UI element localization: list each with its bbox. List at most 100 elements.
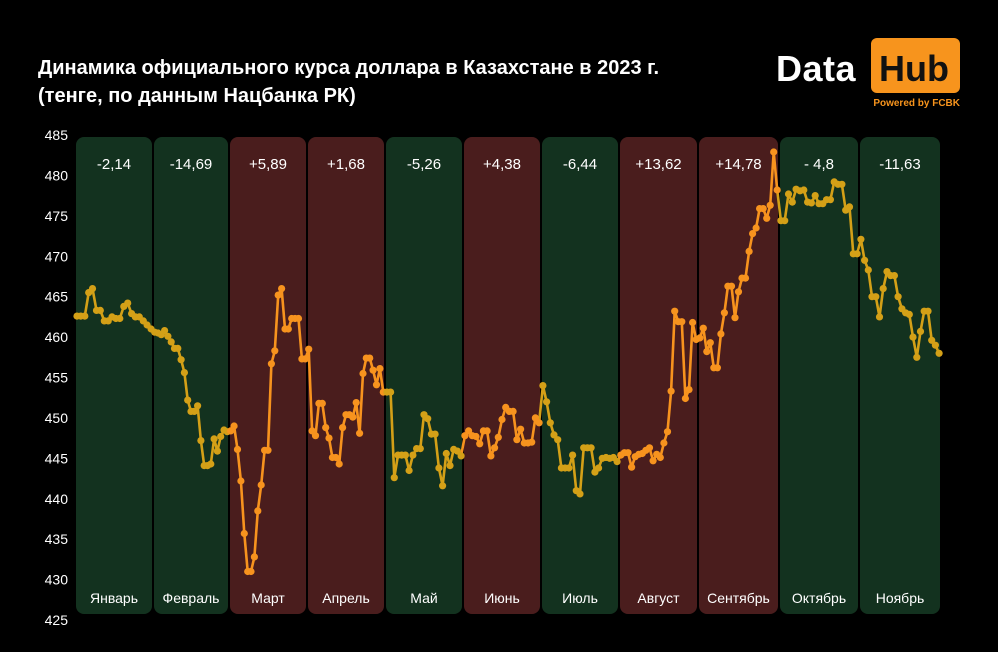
rate-point [294, 314, 303, 323]
rate-point [861, 256, 869, 264]
rate-point [624, 449, 632, 457]
rate-point [696, 334, 704, 342]
rate-point [872, 293, 880, 301]
rate-point [916, 327, 925, 335]
rate-point [703, 348, 711, 356]
logo-hub-text: Hub [879, 48, 949, 89]
rate-point [535, 419, 543, 427]
rate-point [539, 382, 547, 390]
logo-hub-box: Hub [871, 38, 960, 93]
month-name-label: Август [637, 590, 680, 606]
month-change-label: +5,89 [249, 156, 287, 173]
rate-point [845, 203, 854, 211]
rate-point [749, 230, 757, 238]
rate-point [435, 464, 443, 472]
rate-point [254, 507, 262, 515]
rate-point [752, 224, 760, 232]
month-band [76, 137, 152, 614]
rate-point [931, 341, 940, 349]
rate-point [349, 413, 357, 421]
y-tick-label: 470 [45, 248, 69, 264]
rate-point [890, 272, 899, 280]
rate-point [807, 199, 816, 207]
rate-point [376, 365, 384, 373]
rate-point [210, 435, 218, 443]
rate-point [278, 285, 286, 293]
rate-point [217, 432, 225, 441]
month-change-label: +4,38 [483, 156, 521, 173]
rate-point [781, 217, 789, 225]
month-name-label: Январь [90, 590, 138, 606]
rate-point [731, 314, 739, 322]
rate-point [369, 366, 377, 374]
rate-point [372, 381, 381, 389]
rate-point [909, 333, 917, 341]
rate-point [678, 318, 686, 326]
chart-title: Динамика официального курса доллара в Ка… [38, 54, 758, 110]
rate-point [699, 324, 707, 332]
month-band [780, 137, 858, 614]
datahub-logo: Data Hub Powered by FCBK [776, 38, 962, 116]
rate-point [924, 307, 932, 315]
y-tick-label: 485 [45, 127, 69, 143]
rate-point [352, 399, 360, 407]
month-name-label: Сентябрь [707, 590, 770, 606]
rate-point [174, 344, 182, 352]
rate-point [491, 444, 499, 452]
y-axis: 425 430 435 440 445 450 455 460 465 470 475 480 485 [45, 127, 69, 628]
y-tick-label: 430 [45, 572, 69, 588]
rate-point [274, 291, 282, 299]
rate-point [788, 198, 796, 206]
rate-point [257, 481, 265, 489]
rate-point [649, 457, 657, 465]
rate-point [416, 445, 424, 453]
month-change-label: -11,63 [879, 156, 920, 173]
rate-point [857, 235, 865, 243]
rate-point [628, 463, 636, 471]
rate-point [81, 312, 89, 320]
rate-point [875, 313, 884, 321]
rate-point [766, 201, 774, 209]
rate-point [359, 369, 367, 378]
month-name-label: Октябрь [792, 590, 846, 606]
y-tick-label: 475 [45, 208, 69, 224]
logo-data-text: Data [776, 48, 857, 89]
month-band [699, 137, 778, 614]
rate-points [73, 148, 943, 576]
rate-point [759, 205, 767, 213]
month-name-label: Март [251, 590, 285, 606]
rate-point [213, 447, 221, 455]
rate-point [305, 345, 313, 353]
rate-point [387, 388, 395, 396]
title-line-2: (тенге, по данным Нацбанка РК) [38, 85, 356, 107]
rate-point [663, 428, 672, 436]
rate-point [116, 314, 124, 323]
rate-point [513, 436, 521, 444]
rate-point [528, 438, 536, 446]
rate-point [284, 325, 292, 333]
rate-point [366, 354, 374, 362]
month-band [860, 137, 940, 614]
month-bands: -2,14 Январь -14,69 Февраль +5,89 Март +1,68 Ап… [76, 137, 940, 614]
rate-point [773, 186, 781, 194]
rate-point [487, 452, 495, 460]
rate-point [401, 451, 409, 459]
rate-point [554, 436, 562, 444]
month-name-label: Июль [562, 590, 598, 606]
rate-point [671, 307, 679, 315]
y-tick-label: 480 [45, 167, 69, 183]
rate-point [247, 567, 255, 576]
rate-point [322, 424, 330, 432]
rate-point [271, 347, 279, 355]
rate-point [667, 387, 675, 395]
rate-point [494, 433, 502, 441]
rate-point [681, 394, 690, 403]
month-band [230, 137, 306, 614]
rate-point [230, 422, 238, 430]
rate-point [498, 415, 506, 424]
rate-point [233, 445, 242, 453]
rate-point [476, 440, 484, 448]
month-name-label: Февраль [163, 590, 220, 606]
rate-point [905, 310, 913, 318]
rate-point [446, 462, 454, 470]
